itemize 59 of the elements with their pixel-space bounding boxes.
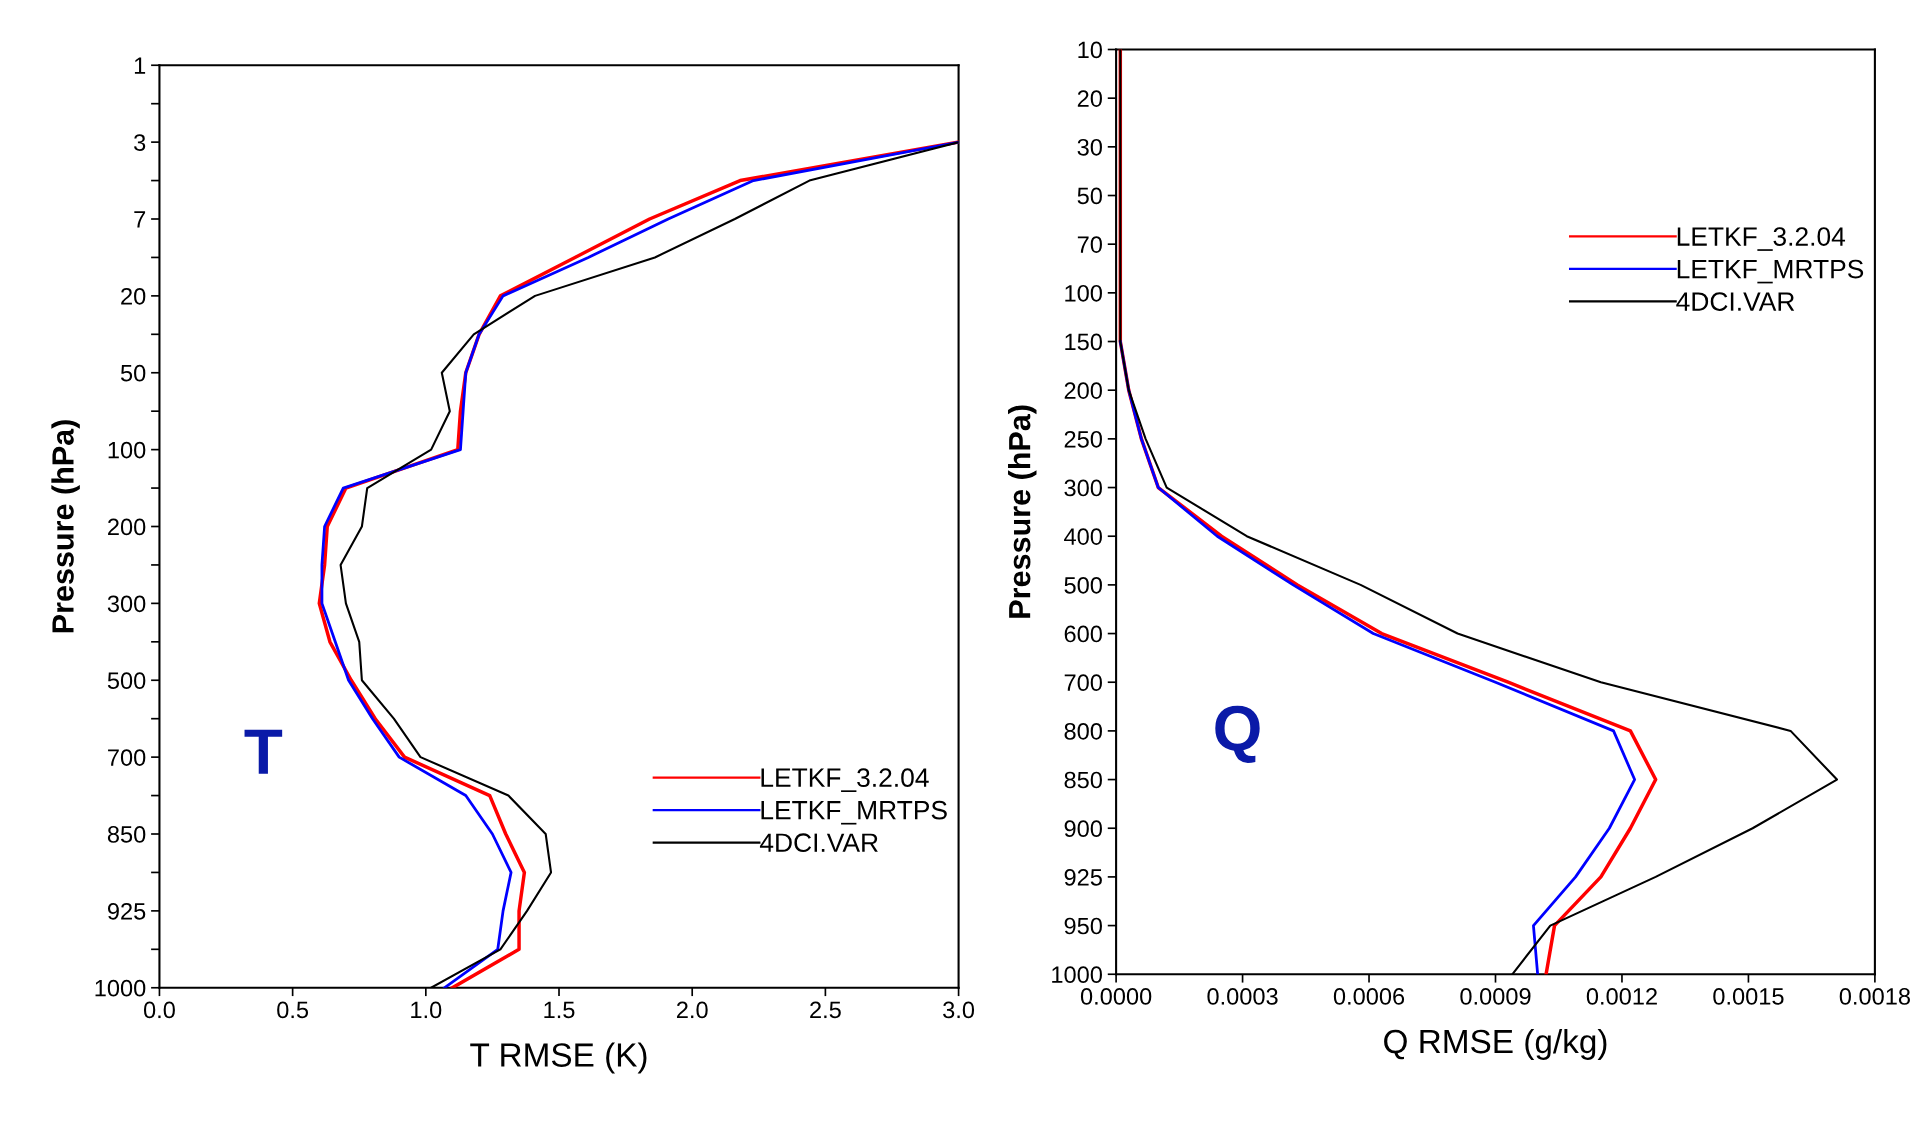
y-tick-label: 600 — [1064, 625, 1102, 643]
y-tick-label: 850 — [1064, 771, 1102, 789]
x-axis-title: Q RMSE (g/kg) — [1384, 1028, 1607, 1060]
y-tick-label: 700 — [108, 749, 146, 766]
y-tick-label: 20 — [1077, 90, 1102, 107]
y-tick-label: 1 — [134, 57, 146, 74]
y-tick-label: 50 — [1077, 187, 1102, 205]
y-tick-label: 30 — [1077, 138, 1102, 156]
y-tick-label: 150 — [1065, 333, 1102, 351]
legend-label: 4DCI.VAR — [759, 833, 878, 853]
x-tick-label: 0.0003 — [1207, 988, 1278, 1005]
x-tick-label: 0.5 — [277, 1001, 309, 1019]
x-tick-label: 1.0 — [411, 1001, 442, 1019]
annotation: T — [244, 729, 283, 774]
y-tick-label: 500 — [107, 672, 146, 690]
x-tick-label: 0.0 — [143, 1001, 175, 1019]
legend-label: LETKF_MRTPS — [1677, 259, 1864, 284]
y-tick-label: 925 — [1064, 868, 1102, 886]
y-tick-label: 500 — [1064, 576, 1102, 594]
x-tick-label: 2.5 — [810, 1001, 841, 1019]
x-tick-label: 0.0009 — [1460, 988, 1531, 1005]
y-tick-label: 250 — [1064, 430, 1102, 448]
y-tick-label: 850 — [107, 826, 146, 843]
legend-label: LETKF_3.2.04 — [761, 768, 929, 793]
y-tick-label: 950 — [1064, 917, 1102, 935]
x-tick-label: 0.0012 — [1586, 988, 1657, 1005]
y-tick-label: 50 — [120, 364, 146, 382]
y-tick-label: 10 — [1078, 41, 1102, 59]
y-tick-label: 100 — [108, 441, 146, 459]
x-tick-label: 0.0015 — [1713, 988, 1784, 1005]
annotation: Q — [1215, 705, 1260, 763]
y-axis-title: Pressure (hPa) — [51, 420, 80, 633]
y-tick-label: 1000 — [1052, 966, 1102, 984]
legend-label: LETKF_3.2.04 — [1677, 227, 1846, 251]
y-tick-label: 1000 — [95, 979, 146, 997]
y-tick-label: 400 — [1064, 528, 1102, 545]
x-tick-label: 0.0000 — [1080, 988, 1152, 1005]
x-tick-label: 0.0018 — [1839, 988, 1910, 1005]
y-tick-label: 3 — [134, 134, 146, 151]
y-tick-label: 300 — [107, 595, 146, 613]
y-tick-label: 70 — [1077, 236, 1102, 253]
y-axis-title: Pressure (hPa) — [1008, 405, 1037, 618]
y-tick-label: 20 — [121, 287, 146, 305]
x-tick-label: 1.5 — [544, 1001, 575, 1019]
x-axis-title: T RMSE (K) — [470, 1042, 647, 1074]
y-tick-label: 200 — [1064, 382, 1102, 399]
legend-label: LETKF_MRTPS — [761, 800, 947, 825]
y-tick-label: 7 — [134, 211, 146, 228]
y-tick-label: 300 — [1064, 479, 1102, 497]
y-tick-label: 100 — [1065, 284, 1102, 302]
y-tick-label: 700 — [1064, 674, 1102, 692]
y-tick-label: 925 — [107, 902, 146, 920]
x-tick-label: 0.0006 — [1333, 988, 1405, 1005]
x-tick-label: 2.0 — [676, 1001, 708, 1019]
x-tick-label: 3.0 — [943, 1001, 975, 1019]
y-tick-label: 900 — [1064, 820, 1102, 838]
y-tick-label: 800 — [1064, 722, 1102, 740]
y-tick-label: 200 — [108, 518, 146, 536]
legend-label: 4DCI.VAR — [1676, 292, 1795, 311]
